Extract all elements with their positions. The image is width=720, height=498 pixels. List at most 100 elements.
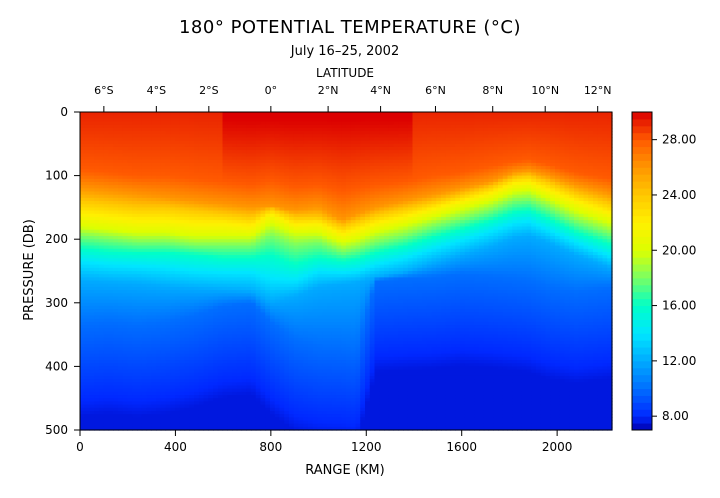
heatmap-cell	[284, 220, 290, 224]
heatmap-cell	[137, 325, 143, 329]
heatmap-cell	[179, 302, 186, 307]
heatmap-cell	[203, 382, 209, 387]
heatmap-cell	[198, 337, 205, 342]
heatmap-cell	[232, 169, 238, 174]
heatmap-cell	[179, 347, 186, 352]
heatmap-cell	[118, 271, 124, 275]
heatmap-cell	[255, 124, 262, 129]
heatmap-cell	[279, 245, 285, 250]
heatmap-cell	[255, 299, 262, 304]
heatmap-cell	[303, 369, 309, 374]
heatmap-cell	[80, 242, 86, 247]
heatmap-cell	[251, 420, 257, 425]
heatmap-cell	[260, 127, 266, 132]
heatmap-cell	[227, 350, 233, 355]
heatmap-cell	[113, 302, 119, 307]
heatmap-cell	[194, 331, 200, 336]
heatmap-cell	[118, 181, 124, 186]
heatmap-cell	[160, 299, 167, 304]
heatmap-cell	[265, 318, 271, 323]
heatmap-cell	[274, 185, 281, 189]
heatmap-cell	[289, 379, 295, 383]
heatmap-cell	[137, 166, 143, 170]
heatmap-cell	[293, 216, 300, 221]
heatmap-cell	[127, 251, 133, 256]
heatmap-cell	[194, 207, 200, 212]
heatmap-cell	[251, 226, 257, 231]
heatmap-cell	[251, 150, 257, 154]
heatmap-cell	[270, 245, 276, 250]
heatmap-cell	[308, 223, 314, 228]
heatmap-cell	[127, 216, 133, 221]
heatmap-cell	[118, 188, 124, 193]
heatmap-cell	[260, 280, 266, 285]
heatmap-cell	[84, 201, 91, 205]
heatmap-cell	[265, 271, 271, 275]
heatmap-cell	[170, 290, 176, 294]
heatmap-cell	[241, 216, 247, 221]
heatmap-cell	[108, 286, 114, 291]
heatmap-cell	[251, 239, 257, 243]
heatmap-cell	[265, 366, 271, 371]
heatmap-cell	[127, 172, 133, 177]
heatmap-cell	[208, 185, 214, 189]
heatmap-cell	[127, 309, 133, 313]
heatmap-cell	[156, 325, 162, 329]
heatmap-cell	[270, 201, 276, 205]
heatmap-cell	[80, 261, 86, 266]
heatmap-cell	[84, 146, 91, 151]
heatmap-cell	[184, 366, 190, 371]
heatmap-cell	[151, 277, 157, 282]
heatmap-cell	[236, 153, 243, 158]
heatmap-cell	[308, 226, 314, 231]
heatmap-cell	[227, 185, 233, 189]
heatmap-cell	[289, 181, 295, 186]
y-axis-label: PRESSURE (DB)	[22, 219, 37, 321]
heatmap-cell	[227, 334, 233, 339]
heatmap-cell	[94, 248, 100, 253]
heatmap-cell	[127, 299, 133, 304]
heatmap-cell	[137, 127, 143, 132]
heatmap-cell	[208, 226, 214, 231]
heatmap-cell	[89, 223, 95, 228]
heatmap-cell	[251, 372, 257, 377]
heatmap-cell	[184, 131, 190, 135]
heatmap-cell	[217, 216, 224, 221]
heatmap-cell	[213, 426, 219, 431]
heatmap-cell	[113, 325, 119, 329]
heatmap-cell	[170, 398, 176, 402]
heatmap-cell	[146, 248, 152, 253]
heatmap-cell	[194, 146, 200, 151]
heatmap-cell	[251, 213, 257, 218]
heatmap-cell	[260, 169, 266, 174]
heatmap-cell	[94, 239, 100, 243]
heatmap-cell	[132, 121, 138, 126]
heatmap-cell	[270, 127, 276, 132]
heatmap-cell	[118, 226, 124, 231]
heatmap-cell	[260, 350, 266, 355]
heatmap-cell	[194, 318, 200, 323]
heatmap-cell	[184, 204, 190, 208]
heatmap-cell	[156, 375, 162, 380]
heatmap-cell	[279, 267, 285, 272]
heatmap-cell	[127, 325, 133, 329]
heatmap-cell	[270, 410, 276, 415]
heatmap-cell	[137, 360, 143, 364]
heatmap-cell	[208, 398, 214, 402]
heatmap-cell	[184, 318, 190, 323]
heatmap-cell	[312, 290, 319, 294]
heatmap-cell	[194, 369, 200, 374]
heatmap-cell	[118, 207, 124, 212]
heatmap-cell	[184, 372, 190, 377]
heatmap-cell	[251, 309, 257, 313]
heatmap-cell	[293, 271, 300, 275]
heatmap-cell	[222, 398, 228, 402]
heatmap-cell	[284, 191, 290, 196]
heatmap-cell	[246, 239, 252, 243]
heatmap-cell	[156, 204, 162, 208]
heatmap-cell	[80, 178, 86, 183]
heatmap-cell	[312, 124, 319, 129]
heatmap-cell	[279, 290, 285, 294]
heatmap-cell	[241, 248, 247, 253]
heatmap-cell	[170, 426, 176, 431]
